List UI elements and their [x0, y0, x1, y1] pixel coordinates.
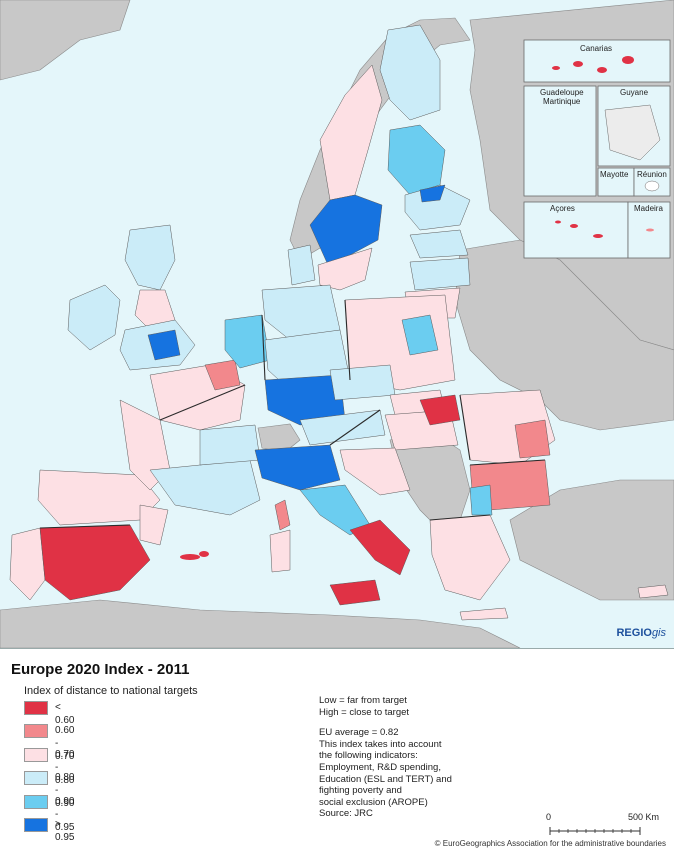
france-nord [204, 359, 241, 391]
copyright-notice: © EuroGeographics Association for the ad… [434, 839, 666, 848]
romania-west [514, 419, 551, 459]
legend-swatch [24, 701, 48, 715]
svg-text:Martinique: Martinique [543, 97, 581, 106]
national-borders [39, 299, 546, 529]
sweden-south [317, 247, 373, 291]
portugal [9, 527, 46, 601]
legend-label: 0.60 - 0.70 [55, 725, 75, 763]
scale-bar: 0 500 Km [540, 812, 660, 842]
note-low: Low = far from target [319, 695, 407, 706]
denmark [287, 244, 316, 286]
scale-start: 0 [546, 812, 552, 822]
note-desc: fighting poverty and [319, 785, 402, 797]
france [119, 359, 291, 531]
cyprus [637, 584, 669, 599]
inset-canarias [523, 39, 671, 83]
svg-text:Madeira: Madeira [634, 204, 663, 213]
svg-text:Guadeloupe: Guadeloupe [540, 88, 584, 97]
bulgaria-west [469, 484, 493, 516]
legend-notes: Low = far from target High = close to ta… [319, 695, 579, 820]
legend-swatch [24, 747, 48, 762]
legend-label: > 0.95 [55, 818, 75, 843]
legend-swatch [24, 817, 48, 832]
czechia [329, 364, 396, 401]
legend-label: < 0.60 [55, 702, 75, 726]
legend-label: 0.70 - 0.80 [55, 748, 75, 786]
catalonia [139, 504, 169, 546]
iberia [9, 469, 169, 601]
british-isles [67, 224, 196, 371]
benelux [224, 314, 271, 369]
london-area [147, 329, 181, 361]
legend-panel: Europe 2020 Index - 2011 Index of distan… [0, 648, 674, 851]
corsica [274, 499, 291, 531]
belarus-ukraine [454, 239, 674, 431]
europe-map: Canarias Guadeloupe Martinique Guyane Ma… [0, 0, 674, 648]
note-eu-average: EU average = 0.82 [319, 727, 399, 739]
overseas-insets: Canarias Guadeloupe Martinique Guyane Ma… [523, 39, 671, 259]
legend-heading: Index of distance to national targets [24, 685, 198, 697]
hungary-east [419, 394, 461, 426]
latvia [409, 257, 471, 291]
slovenia-croatia [339, 447, 411, 496]
ireland [67, 284, 121, 351]
svg-text:Açores: Açores [550, 204, 575, 213]
legend-label: 0.90 - 0.95 [55, 795, 75, 833]
estonia [409, 229, 469, 259]
italy-north [254, 444, 341, 491]
note-desc: Employment, R&D spending, [319, 761, 441, 773]
italy-south [349, 519, 411, 576]
svg-text:Réunion: Réunion [637, 170, 667, 179]
map-title: Europe 2020 Index - 2011 [11, 661, 190, 678]
legend-swatch [24, 771, 48, 786]
scale-line [549, 827, 641, 835]
note-source: Source: JRC [319, 808, 373, 820]
svg-text:Canarias: Canarias [580, 44, 612, 53]
turkey [509, 479, 674, 601]
north-africa [0, 599, 521, 648]
finland-north [379, 24, 441, 121]
finland-helsinki [419, 184, 446, 203]
note-desc: Education (ESL and TERT) and [319, 773, 452, 785]
switzerland [257, 423, 301, 453]
italy [254, 444, 411, 606]
southeast-europe [339, 389, 669, 621]
inset-guadeloupe-martinique [523, 85, 597, 197]
legend-label: 0.80 - 0.90 [55, 772, 75, 810]
sardinia [269, 529, 291, 573]
greenland-iceland [0, 0, 131, 81]
note-desc: social exclusion (AROPE) [319, 796, 428, 808]
legend-swatch [24, 724, 48, 739]
note-desc: the following indicators: [319, 750, 418, 762]
central-europe [224, 244, 461, 451]
austria [299, 409, 386, 446]
note-desc: This index takes into account [319, 738, 442, 750]
inset-acores [523, 201, 629, 259]
poland-warsaw [401, 314, 439, 356]
crete [459, 607, 509, 621]
scale-end: 500 Km [628, 812, 660, 822]
svg-text:Guyane: Guyane [620, 88, 649, 97]
note-high: High = close to target [319, 706, 410, 718]
svg-text:Mayotte: Mayotte [600, 170, 629, 179]
sicily [329, 579, 381, 606]
regiogis-logo: REGIOgis [616, 627, 666, 639]
legend-swatch [24, 794, 48, 809]
nordic-regions [309, 24, 471, 291]
france-east [199, 424, 261, 466]
atlantic-islands [180, 551, 209, 560]
